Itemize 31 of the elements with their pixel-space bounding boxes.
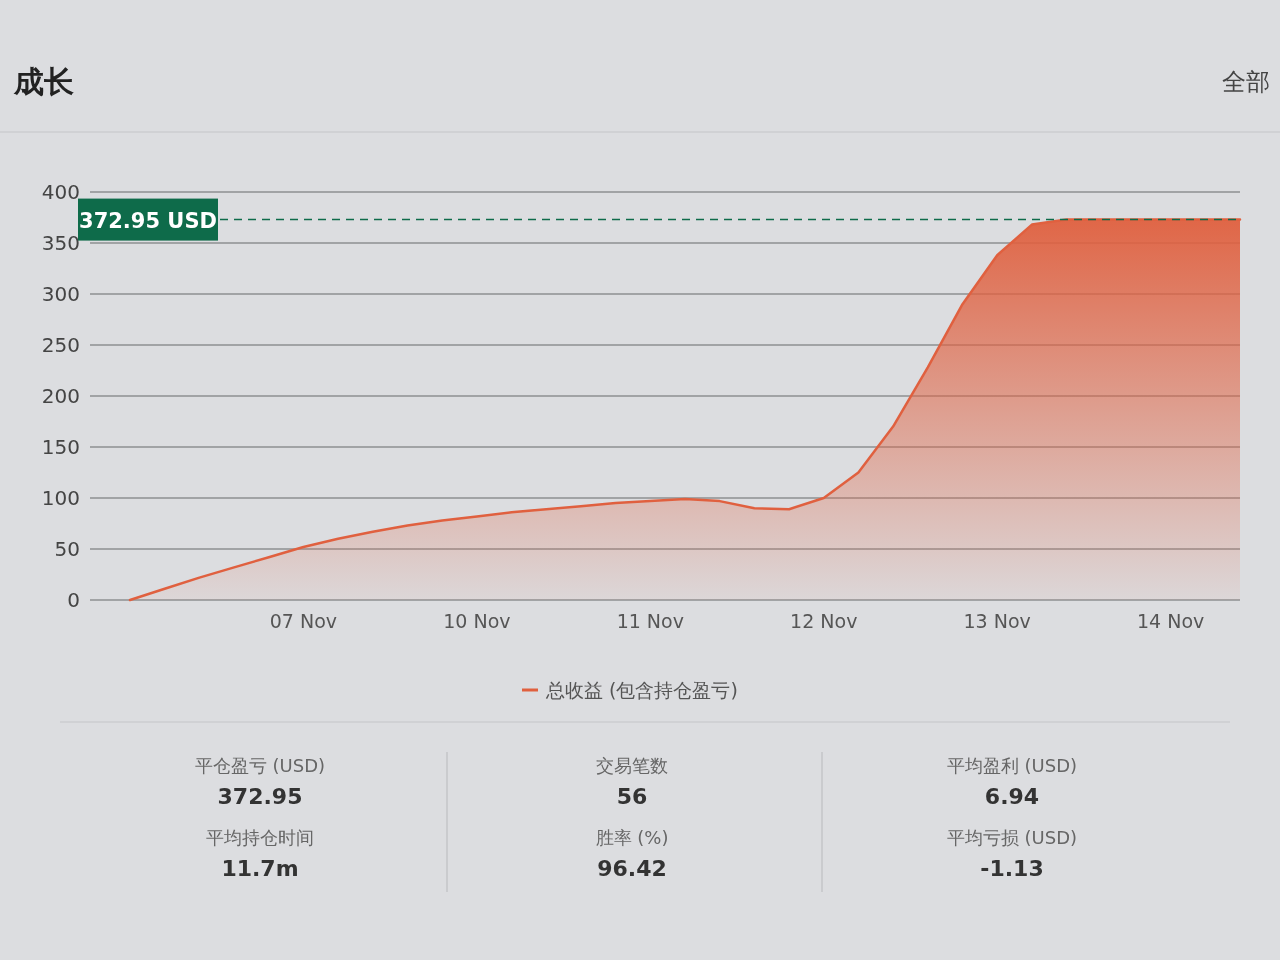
x-tick-label: 11 Nov	[616, 610, 684, 632]
y-tick-label: 0	[67, 588, 80, 612]
y-tick-label: 400	[41, 180, 80, 204]
text: 交易笔数	[596, 755, 668, 776]
text: 6.94	[984, 784, 1040, 809]
text: 平均亏损 (USD)	[946, 827, 1078, 848]
text: 全部	[1222, 68, 1270, 96]
x-tick-label: 14 Nov	[1136, 610, 1205, 632]
chart-title: 成长	[13, 64, 74, 99]
y-tick-label: 150	[41, 435, 80, 459]
text: 372.95	[217, 784, 303, 809]
text: 胜率 (%)	[595, 827, 669, 848]
y-tick-label: 100	[41, 486, 80, 510]
text: -1.13	[980, 856, 1044, 881]
text: 平均盈利 (USD)	[946, 755, 1078, 776]
legend-label: 总收益 (包含持仓盈亏)	[545, 679, 738, 701]
ref-line-label: 372.95 USD	[79, 208, 217, 233]
y-tick-label: 350	[41, 231, 80, 255]
text: 平均持仓时间	[206, 827, 314, 848]
text: 平仓盈亏 (USD)	[194, 755, 326, 776]
x-tick-label: 12 Nov	[790, 610, 858, 632]
text: 96.42	[597, 856, 667, 881]
y-tick-label: 50	[54, 537, 80, 561]
text: 11.7m	[221, 856, 299, 881]
x-tick-label: 13 Nov	[963, 610, 1031, 632]
x-tick-label: 07 Nov	[269, 610, 338, 632]
y-tick-label: 200	[41, 384, 80, 408]
text: 56	[616, 784, 648, 809]
y-tick-label: 300	[41, 282, 80, 306]
y-tick-label: 250	[41, 333, 80, 357]
x-tick-label: 10 Nov	[443, 610, 511, 632]
